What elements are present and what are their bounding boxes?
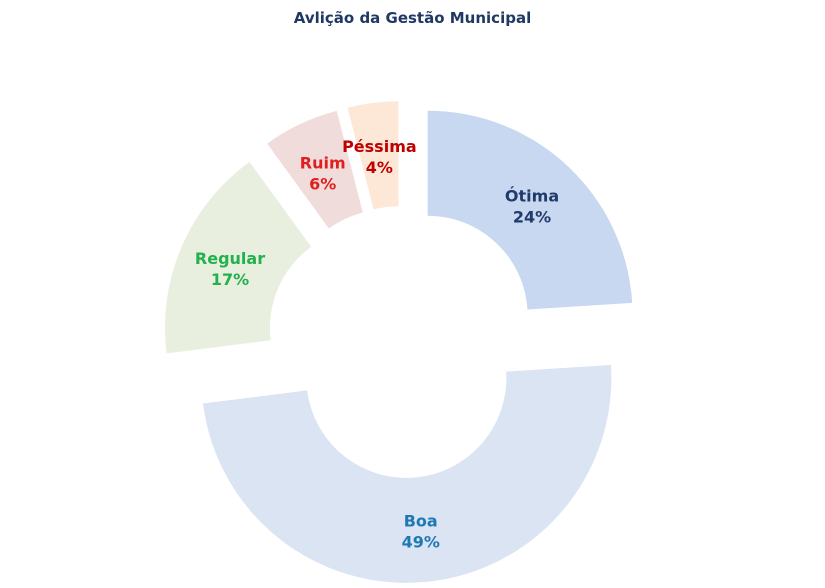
slice-label: Regular 17% — [195, 249, 265, 289]
slice-label: Ótima 24% — [505, 187, 559, 227]
slice-regular — [164, 161, 312, 354]
slice-value-label: 17% — [211, 270, 249, 289]
slice-label: Péssima 4% — [342, 137, 417, 177]
slice-category-label: Ruim — [300, 153, 346, 172]
slice-category-label: Boa — [404, 512, 438, 531]
slice-ruim — [267, 110, 363, 229]
slice-label: Boa 49% — [402, 512, 440, 552]
slice-value-label: 6% — [309, 174, 336, 193]
slice-pessima — [347, 101, 399, 210]
slice-boa — [203, 364, 612, 583]
chart-title: Avlição da Gestão Municipal — [293, 9, 532, 27]
slice-category-label: Regular — [195, 249, 265, 268]
slice-value-label: 4% — [366, 158, 393, 177]
slice-otima — [427, 110, 633, 310]
slice-label: Ruim 6% — [300, 153, 346, 193]
slice-category-label: Péssima — [342, 137, 417, 156]
slice-value-label: 24% — [513, 208, 551, 227]
slice-value-label: 49% — [402, 533, 440, 552]
slice-category-label: Ótima — [505, 187, 559, 206]
